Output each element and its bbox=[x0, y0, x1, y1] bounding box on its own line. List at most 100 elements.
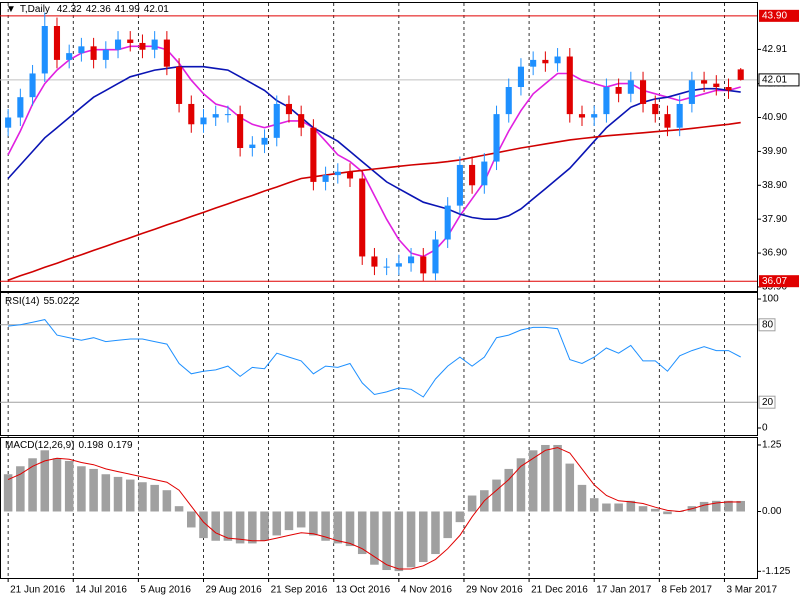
x-tick-label: 13 Oct 2016 bbox=[336, 585, 391, 596]
candle-body bbox=[566, 56, 573, 115]
candle-body bbox=[627, 80, 634, 94]
histogram-bar bbox=[113, 476, 123, 512]
histogram-bar bbox=[541, 444, 550, 512]
y-tick-label: 37.90 bbox=[762, 214, 787, 225]
last-price-box bbox=[758, 73, 800, 87]
candle-body bbox=[444, 205, 451, 240]
candle-body bbox=[249, 144, 256, 149]
candle-body bbox=[371, 256, 378, 267]
candle-body bbox=[456, 164, 463, 206]
candle-body bbox=[383, 266, 390, 268]
y-tick-label: 0.00 bbox=[762, 506, 782, 517]
histogram-bar bbox=[40, 450, 50, 512]
histogram-bar bbox=[626, 500, 636, 512]
level-label-box bbox=[758, 318, 776, 332]
candle-body bbox=[688, 80, 695, 104]
histogram-bar bbox=[284, 511, 294, 531]
y-tick-label: 40.90 bbox=[762, 112, 787, 123]
histogram-bar bbox=[663, 511, 672, 515]
histogram-bar bbox=[28, 458, 37, 512]
candle-body bbox=[5, 117, 12, 128]
candle-body bbox=[285, 103, 293, 115]
level-label: 20 bbox=[762, 397, 774, 408]
signal-line bbox=[7, 447, 741, 570]
histogram-bar bbox=[321, 511, 330, 541]
candle-body bbox=[261, 137, 268, 145]
candle-body bbox=[346, 171, 354, 179]
level-label: 80 bbox=[762, 319, 774, 330]
candle-body bbox=[114, 39, 122, 50]
candle-body bbox=[542, 59, 549, 64]
histogram-bar bbox=[235, 511, 245, 544]
candle-body bbox=[505, 87, 512, 115]
y-tick-label: -1.125 bbox=[762, 566, 791, 577]
histogram-bar bbox=[504, 468, 514, 512]
histogram-bar bbox=[467, 495, 477, 512]
level-label: 43.90 bbox=[762, 10, 787, 21]
x-tick-label: 17 Jan 2017 bbox=[596, 585, 651, 596]
panel-frame bbox=[0, 292, 758, 436]
histogram-bar bbox=[370, 511, 379, 565]
y-tick-label: 36.90 bbox=[762, 248, 787, 259]
y-tick-label: 100 bbox=[762, 294, 779, 305]
histogram-bar bbox=[296, 511, 306, 528]
candle-body bbox=[530, 59, 537, 67]
candle-body bbox=[737, 69, 744, 80]
y-tick-label: 1.25 bbox=[762, 440, 782, 451]
header-arrow: ▼ bbox=[6, 4, 16, 15]
candle-body bbox=[17, 97, 24, 118]
candle-body bbox=[420, 256, 427, 274]
candle-body bbox=[200, 117, 207, 125]
histogram-bar bbox=[443, 511, 452, 539]
candle-body bbox=[127, 39, 134, 43]
histogram-bar bbox=[431, 511, 440, 555]
price-header: ▼ T,Daily 42.32 42.36 41.99 42.01 bbox=[6, 4, 173, 15]
histogram-bar bbox=[602, 503, 611, 512]
low-value: 41.99 bbox=[114, 4, 140, 15]
y-tick-label: 42.91 bbox=[762, 44, 787, 55]
candle-body bbox=[676, 103, 683, 128]
last-price-label: 42.01 bbox=[762, 75, 787, 86]
histogram-bar bbox=[174, 506, 184, 512]
histogram-bar bbox=[699, 501, 709, 512]
symbol: T,Daily bbox=[19, 4, 50, 15]
histogram-bar bbox=[260, 511, 269, 541]
candle-body bbox=[639, 80, 647, 104]
histogram-bar bbox=[382, 511, 391, 571]
candle-body bbox=[603, 87, 610, 115]
candle-body bbox=[102, 49, 109, 60]
candle-body bbox=[334, 171, 341, 176]
rsi-title: RSI(14) bbox=[5, 296, 40, 307]
candle-body bbox=[481, 161, 488, 186]
level-label-box bbox=[758, 395, 776, 409]
candle-body bbox=[237, 114, 244, 149]
histogram-bar bbox=[724, 500, 733, 512]
candle-body bbox=[66, 53, 73, 60]
candle-body bbox=[310, 127, 317, 182]
panel-frame bbox=[0, 437, 758, 579]
histogram-bar bbox=[89, 468, 98, 512]
histogram-bar bbox=[516, 458, 526, 512]
moving-average bbox=[7, 121, 741, 281]
candle-body bbox=[359, 178, 366, 257]
histogram-bar bbox=[406, 511, 416, 568]
candle-body bbox=[725, 87, 732, 91]
histogram-bar bbox=[162, 490, 172, 512]
x-tick-label: 8 Feb 2017 bbox=[661, 585, 712, 596]
candle-body bbox=[139, 42, 146, 50]
candle-body bbox=[578, 114, 586, 118]
candle-body bbox=[53, 26, 61, 60]
histogram-bar bbox=[125, 479, 135, 512]
histogram-bar bbox=[309, 511, 318, 536]
rsi-header: RSI(14) 55.0222 bbox=[5, 296, 84, 307]
candle-body bbox=[408, 256, 415, 264]
histogram-bar bbox=[357, 511, 367, 555]
candle-body bbox=[517, 66, 524, 88]
histogram-bar bbox=[712, 500, 721, 512]
histogram-bar bbox=[553, 444, 562, 512]
candle-body bbox=[78, 46, 85, 54]
histogram-bar bbox=[77, 466, 86, 512]
x-tick-label: 21 Jun 2016 bbox=[10, 585, 65, 596]
y-tick-label: 38.90 bbox=[762, 180, 787, 191]
